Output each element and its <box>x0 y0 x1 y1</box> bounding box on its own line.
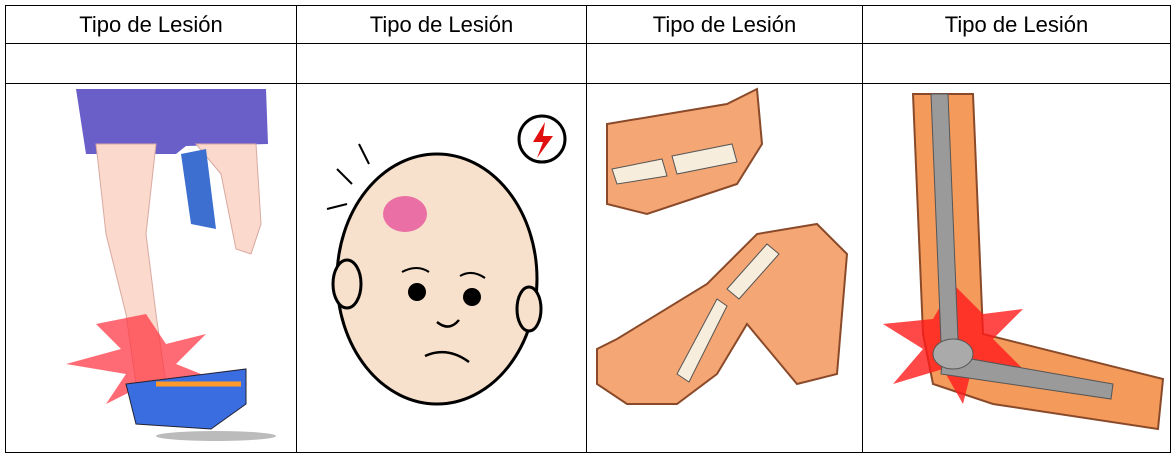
image-row <box>5 83 1171 453</box>
image-cell <box>296 83 587 453</box>
empty-row <box>5 43 1171 84</box>
fracture-illustration <box>596 87 849 405</box>
header-cell: Tipo de Lesión <box>862 5 1171 44</box>
injury-table: Tipo de Lesión Tipo de Lesión Tipo de Le… <box>5 5 1171 453</box>
image-cell <box>862 83 1171 453</box>
elbow-fracture-illustration <box>883 93 1165 431</box>
empty-cell <box>296 43 587 84</box>
empty-cell <box>862 43 1171 84</box>
header-cell: Tipo de Lesión <box>5 5 297 44</box>
empty-cell <box>5 43 297 84</box>
sprained-ankle-illustration <box>66 89 276 441</box>
header-cell: Tipo de Lesión <box>296 5 587 44</box>
head-bump-illustration <box>326 114 567 406</box>
header-row: Tipo de Lesión Tipo de Lesión Tipo de Le… <box>5 5 1171 44</box>
header-cell: Tipo de Lesión <box>586 5 863 44</box>
empty-cell <box>586 43 863 84</box>
image-cell <box>586 83 863 453</box>
image-cell <box>5 83 297 453</box>
